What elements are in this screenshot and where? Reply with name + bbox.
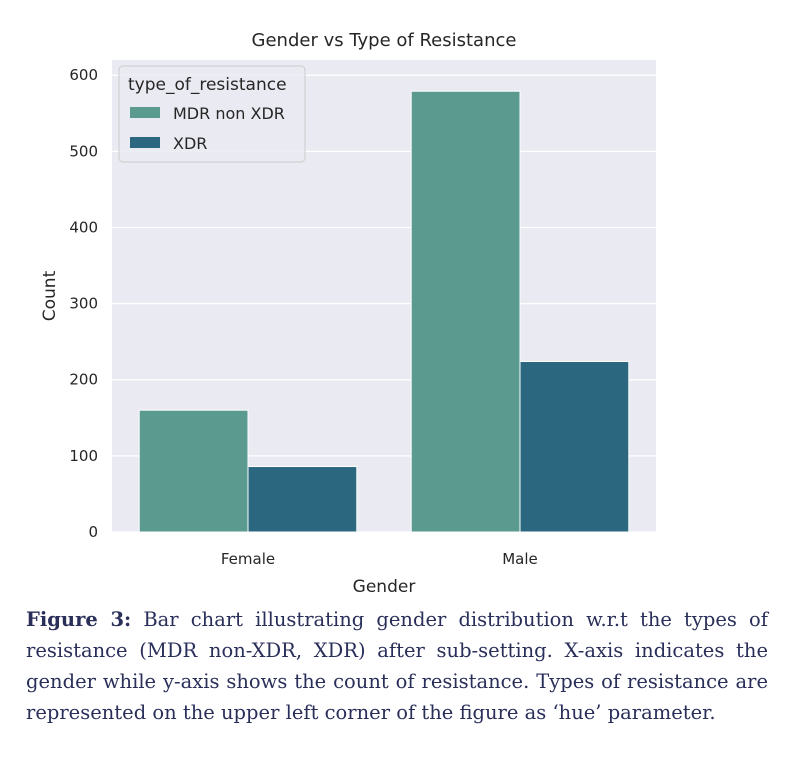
legend-label-xdr: XDR (173, 134, 207, 153)
chart-container: 0 100 200 300 400 500 600 Female Male Gender vs… (40, 30, 656, 597)
bar-female-xdr (247, 466, 358, 533)
y-tick-label: 200 (69, 371, 98, 389)
y-tick-label: 600 (69, 66, 98, 84)
bars (138, 90, 630, 533)
legend-box (118, 65, 306, 163)
y-tick-label: 300 (69, 295, 98, 313)
y-tick-label: 0 (88, 523, 98, 541)
bar-male-xdr (519, 360, 630, 533)
bar-female-mdr-non-xdr (138, 409, 249, 533)
chart-title: Gender vs Type of Resistance (252, 30, 517, 51)
legend-swatch-mdr-non-xdr (130, 107, 160, 118)
legend-label-mdr-non-xdr: MDR non XDR (173, 104, 285, 123)
bar-chart: 0 100 200 300 400 500 600 Female Male Gender vs… (40, 30, 656, 597)
y-axis-label: Count (40, 270, 60, 321)
legend-title: type_of_resistance (128, 75, 287, 95)
x-axis-label: Gender (353, 577, 416, 597)
legend-swatch-xdr (130, 137, 160, 148)
caption-text: Bar chart illustrating gender distributi… (26, 608, 768, 724)
y-tick-label: 500 (69, 142, 98, 160)
legend: type_of_resistance MDR non XDR XDR (118, 65, 306, 163)
x-tick-label-female: Female (221, 550, 275, 568)
figure-caption: Figure 3: Bar chart illustrating gender … (26, 604, 768, 728)
caption-label: Figure 3: (26, 608, 132, 631)
x-tick-label-male: Male (502, 550, 538, 568)
bar-male-mdr-non-xdr (410, 90, 521, 533)
y-tick-labels: 0 100 200 300 400 500 600 (69, 66, 98, 541)
x-tick-labels: Female Male (221, 550, 538, 568)
y-tick-label: 400 (69, 218, 98, 236)
y-tick-label: 100 (69, 447, 98, 465)
